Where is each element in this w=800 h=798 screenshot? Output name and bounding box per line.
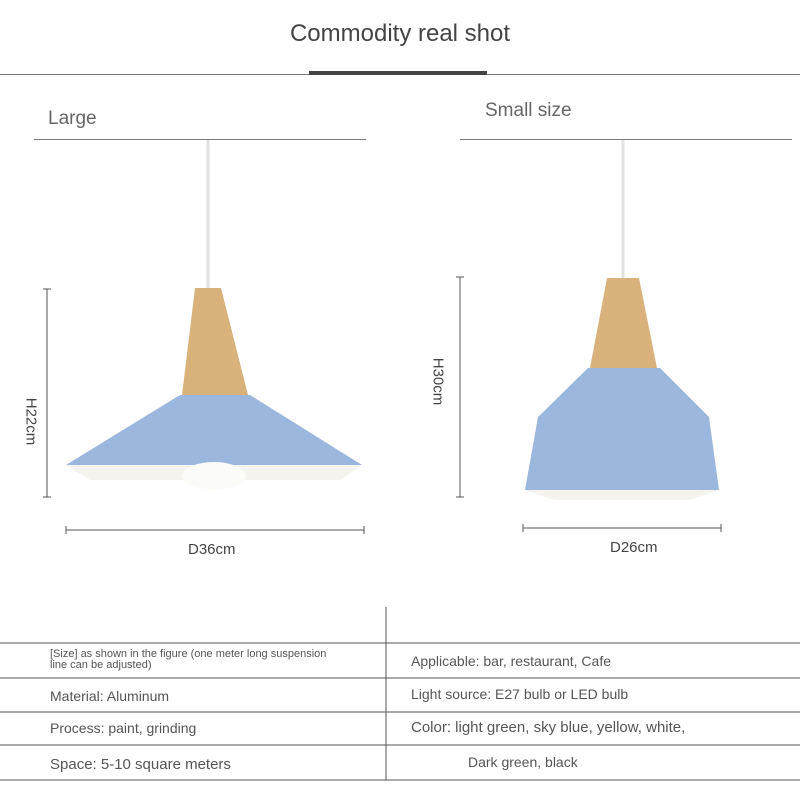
small-lamp-image [525, 140, 719, 500]
spec-applicable: Applicable: bar, restaurant, Cafe [411, 653, 612, 669]
spec-color: Color: light green, sky blue, yellow, wh… [411, 719, 686, 736]
large-diameter-dimension [65, 526, 365, 534]
large-height-label: H22cm [22, 397, 40, 446]
page-title: Commodity real shot [289, 20, 511, 47]
large-lamp-image [66, 140, 362, 490]
large-diameter-label: D36cm [188, 541, 236, 558]
large-height-dimension [43, 288, 51, 498]
small-label: Small size [485, 100, 572, 121]
spec-material: Material: Aluminum [50, 688, 170, 704]
spec-light-source: Light source: E27 bulb or LED bulb [411, 686, 629, 702]
spec-space: Space: 5-10 square meters [50, 756, 231, 773]
spec-size-note: [Size] as shown in the figure (one meter… [50, 648, 327, 671]
small-height-label: H30cm [429, 357, 447, 406]
small-label-underline [460, 139, 792, 140]
spec-color-continued: Dark green, black [468, 754, 578, 770]
small-diameter-dimension [522, 524, 722, 532]
small-diameter-label: D26cm [610, 539, 658, 556]
small-height-dimension [456, 276, 464, 498]
spec-table-lines [0, 607, 800, 781]
header-accent-bar [309, 71, 487, 75]
spec-process: Process: paint, grinding [50, 720, 197, 736]
large-label-underline [34, 139, 366, 140]
large-label: Large [48, 108, 97, 129]
